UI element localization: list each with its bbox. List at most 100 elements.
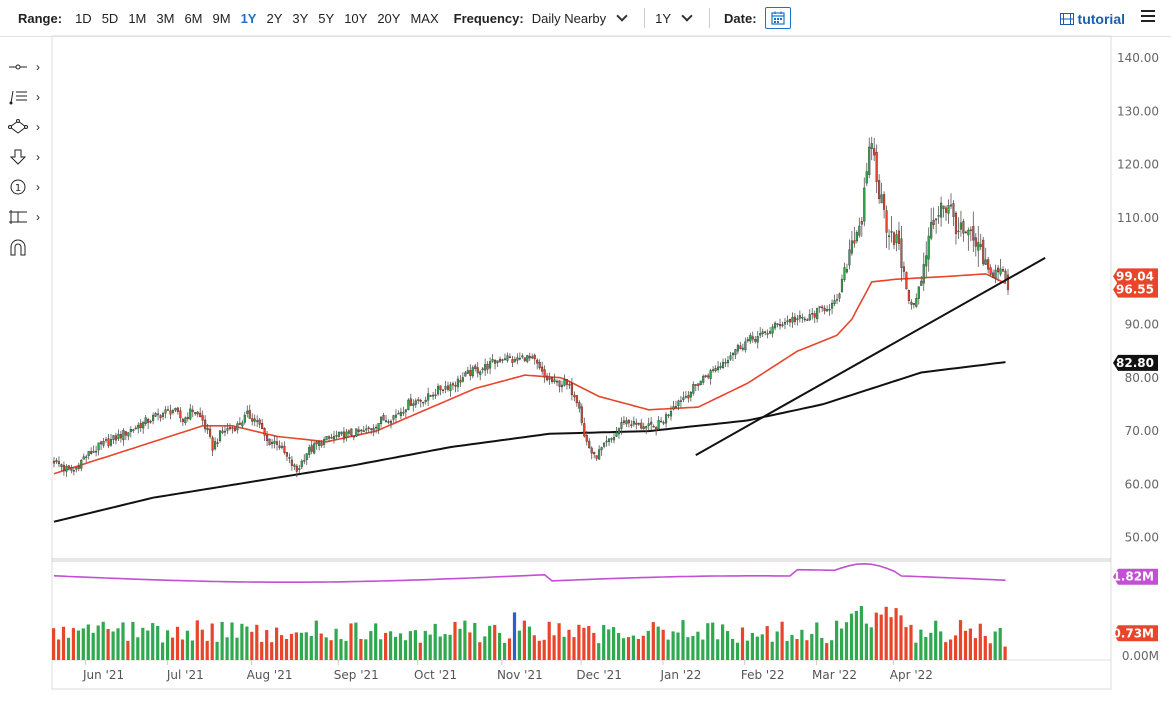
volume-bar — [840, 628, 844, 660]
period-dropdown[interactable]: 1Y — [655, 10, 693, 26]
volume-bar — [473, 623, 477, 660]
menu-icon[interactable] — [1141, 10, 1155, 24]
chart-frame — [51, 35, 1112, 690]
candle — [241, 422, 244, 427]
frequency-dropdown[interactable]: Daily Nearby — [532, 10, 628, 26]
volume-bar — [280, 635, 284, 660]
volume-bar — [775, 631, 779, 660]
range-button-5y[interactable]: 5Y — [318, 10, 335, 26]
volume-bar — [91, 632, 95, 660]
candle — [253, 418, 256, 422]
volume-bar — [919, 629, 923, 660]
candle — [818, 306, 821, 308]
volume-bar — [656, 626, 660, 660]
candle — [783, 321, 787, 325]
candle — [204, 419, 207, 430]
volume-bar — [835, 620, 839, 660]
candle — [102, 441, 105, 446]
candle — [543, 369, 546, 378]
volume-bar — [587, 626, 591, 660]
candle — [719, 365, 722, 368]
range-button-max[interactable]: MAX — [410, 10, 439, 26]
candle — [858, 225, 861, 236]
volume-bar — [413, 630, 417, 660]
range-button-9m[interactable]: 9M — [212, 10, 231, 26]
candle — [546, 375, 549, 381]
volume-bar — [939, 631, 943, 660]
arrow-down-icon — [9, 149, 27, 165]
tool-crosshair[interactable]: › — [8, 52, 48, 82]
tool-arrow[interactable]: › — [8, 142, 48, 172]
volume-bar — [750, 633, 754, 660]
candle — [372, 428, 375, 431]
candle — [664, 414, 668, 424]
range-button-3y[interactable]: 3Y — [292, 10, 309, 26]
candle — [603, 442, 606, 447]
volume-bar — [260, 641, 264, 660]
tool-magnet[interactable] — [8, 232, 48, 262]
candle — [218, 430, 222, 442]
svg-text:1: 1 — [15, 183, 21, 194]
candle — [112, 435, 115, 440]
volume-bar — [86, 624, 90, 660]
volume-bar — [820, 637, 824, 660]
volume-bar — [552, 635, 556, 660]
volume-bar — [988, 643, 992, 660]
calendar-button[interactable] — [764, 7, 791, 29]
tool-fib[interactable]: › — [8, 82, 48, 112]
volume-bar — [146, 630, 150, 660]
volume-bar — [364, 639, 368, 660]
candle — [191, 409, 194, 412]
volume-bar — [617, 633, 621, 660]
tutorial-link[interactable]: tutorial — [1059, 11, 1125, 27]
candle — [887, 235, 891, 237]
range-button-10y[interactable]: 10Y — [344, 10, 368, 26]
tool-shapes[interactable]: › — [8, 112, 48, 142]
candle — [184, 417, 187, 424]
volume-bar — [205, 640, 209, 660]
volume-bar — [686, 637, 690, 660]
volume-bar — [854, 611, 858, 660]
candle — [127, 432, 130, 437]
range-button-1d[interactable]: 1D — [75, 10, 92, 26]
chevron-right-icon: › — [36, 90, 40, 104]
candle — [261, 423, 264, 430]
candle — [674, 406, 678, 408]
range-button-2y[interactable]: 2Y — [266, 10, 283, 26]
candle — [142, 421, 145, 429]
candle — [293, 464, 296, 467]
candle — [803, 318, 806, 321]
candle — [816, 307, 819, 320]
range-button-20y[interactable]: 20Y — [377, 10, 401, 26]
chevron-right-icon: › — [36, 120, 40, 134]
candle — [75, 467, 78, 470]
volume-bar — [478, 642, 482, 660]
range-button-3m[interactable]: 3M — [156, 10, 175, 26]
x-tick-label: Jun '21 — [82, 668, 124, 682]
volume-bar — [859, 606, 863, 660]
candle — [892, 232, 896, 245]
candle — [692, 384, 695, 394]
candle — [927, 235, 930, 260]
range-button-1y[interactable]: 1Y — [240, 10, 257, 26]
tool-number[interactable]: 1 › — [8, 172, 48, 202]
candle — [139, 423, 142, 428]
volume-bar — [958, 620, 963, 660]
fib-icon — [9, 90, 27, 105]
candle — [989, 267, 992, 275]
candle — [704, 375, 707, 377]
drawing-tools: › › › › 1 › › — [8, 52, 48, 262]
range-button-5d[interactable]: 5D — [101, 10, 119, 26]
candle — [370, 428, 373, 430]
volume-bar — [646, 630, 650, 660]
film-icon — [1059, 13, 1074, 25]
volume-bar — [384, 632, 388, 660]
magnet-icon — [10, 239, 26, 256]
volume-bar — [225, 637, 229, 660]
volume-bar — [954, 635, 958, 660]
candle — [67, 465, 70, 468]
range-button-6m[interactable]: 6M — [184, 10, 203, 26]
range-button-1m[interactable]: 1M — [128, 10, 147, 26]
tool-measure[interactable]: › — [8, 202, 48, 232]
candle — [72, 470, 75, 472]
